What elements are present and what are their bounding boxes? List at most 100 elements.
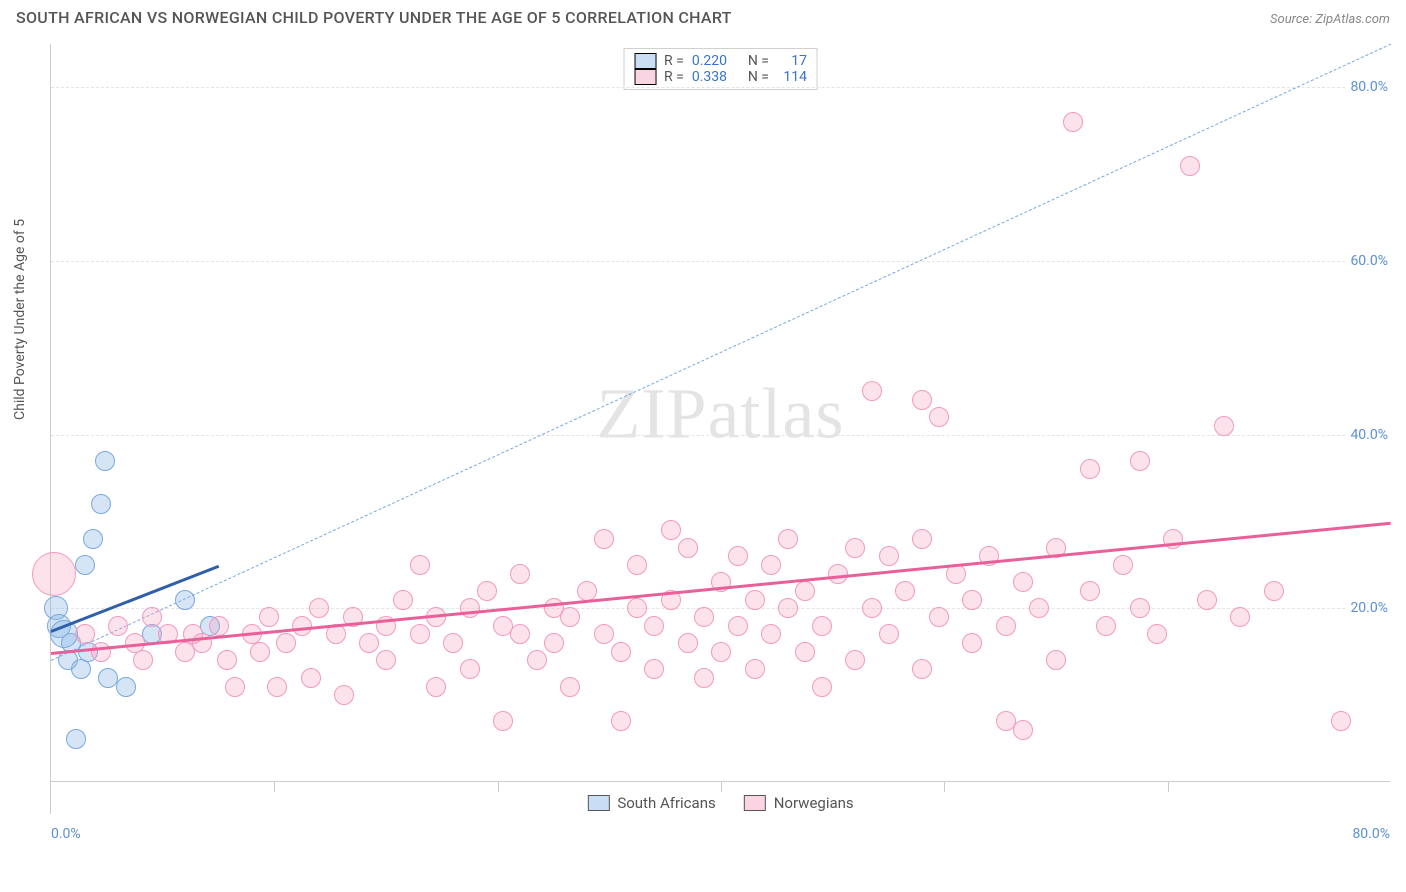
data-point — [627, 598, 647, 618]
scatter-chart: ZIPatlas R = 0.220 N = 17 R = 0.338 N = … — [50, 44, 1390, 814]
data-point — [267, 677, 287, 697]
data-point — [912, 659, 932, 679]
data-point — [912, 390, 932, 410]
data-point — [778, 529, 798, 549]
legend-label: South Africans — [617, 794, 715, 812]
y-tick-label: 80.0% — [1346, 79, 1392, 95]
data-point — [410, 555, 430, 575]
data-point — [594, 529, 614, 549]
data-point — [644, 659, 664, 679]
series-legend: South Africans Norwegians — [587, 794, 853, 812]
data-point — [75, 624, 95, 644]
source-attribution: Source: ZipAtlas.com — [1270, 12, 1390, 27]
x-tick — [721, 782, 722, 792]
data-point — [66, 729, 86, 749]
data-point — [225, 677, 245, 697]
data-point — [276, 633, 296, 653]
data-point — [845, 538, 865, 558]
x-tick — [274, 782, 275, 792]
data-point — [862, 598, 882, 618]
x-tick — [944, 782, 945, 792]
data-point — [1331, 711, 1351, 731]
data-point — [75, 555, 95, 575]
data-point — [962, 633, 982, 653]
x-tick-label: 0.0% — [51, 826, 81, 842]
data-point — [460, 659, 480, 679]
data-point — [644, 616, 664, 636]
data-point — [1013, 572, 1033, 592]
data-point — [510, 624, 530, 644]
swatch-pink-icon — [744, 795, 766, 811]
x-tick — [1168, 782, 1169, 792]
chart-title: SOUTH AFRICAN VS NORWEGIAN CHILD POVERTY… — [16, 8, 732, 27]
data-point — [393, 590, 413, 610]
data-point — [95, 451, 115, 471]
data-point — [91, 642, 111, 662]
n-value-sa: 17 — [777, 53, 807, 69]
data-point — [1063, 112, 1083, 132]
data-point — [133, 650, 153, 670]
data-point — [661, 520, 681, 540]
data-point — [527, 650, 547, 670]
data-point — [116, 677, 136, 697]
data-point — [745, 659, 765, 679]
data-point — [460, 598, 480, 618]
data-point — [895, 581, 915, 601]
legend-label: Norwegians — [774, 794, 854, 812]
data-point — [577, 581, 597, 601]
data-point — [259, 607, 279, 627]
data-point — [627, 555, 647, 575]
swatch-blue-icon — [587, 795, 609, 811]
data-point — [1180, 156, 1200, 176]
data-point — [879, 624, 899, 644]
data-point — [1147, 624, 1167, 644]
data-point — [812, 616, 832, 636]
data-point — [745, 590, 765, 610]
n-label: N = — [748, 53, 769, 69]
data-point — [594, 624, 614, 644]
data-point — [828, 564, 848, 584]
data-point — [795, 581, 815, 601]
y-tick-label: 40.0% — [1346, 427, 1392, 443]
data-point — [334, 685, 354, 705]
data-point — [91, 494, 111, 514]
data-point — [1197, 590, 1217, 610]
data-point — [1113, 555, 1133, 575]
x-tick-label: 80.0% — [1352, 826, 1390, 842]
r-label: R = — [664, 53, 684, 69]
data-point — [862, 381, 882, 401]
data-point — [795, 642, 815, 662]
data-point — [1080, 581, 1100, 601]
n-value-no: 114 — [777, 69, 807, 85]
data-point — [812, 677, 832, 697]
data-point — [359, 633, 379, 653]
data-point — [1096, 616, 1116, 636]
swatch-blue-icon — [634, 53, 656, 69]
data-point — [711, 642, 731, 662]
data-point — [309, 598, 329, 618]
data-point — [694, 607, 714, 627]
data-point — [560, 677, 580, 697]
data-point — [217, 650, 237, 670]
data-point — [426, 677, 446, 697]
data-point — [443, 633, 463, 653]
swatch-pink-icon — [634, 69, 656, 85]
data-point — [175, 590, 195, 610]
legend-item-no: Norwegians — [744, 794, 854, 812]
data-point — [1080, 459, 1100, 479]
y-tick-label: 20.0% — [1346, 600, 1392, 616]
data-point — [1214, 416, 1234, 436]
data-point — [879, 546, 899, 566]
data-point — [301, 668, 321, 688]
r-value-no: 0.338 — [692, 69, 740, 85]
data-point — [962, 590, 982, 610]
data-point — [32, 552, 76, 596]
data-point — [611, 711, 631, 731]
x-tick — [498, 782, 499, 792]
data-point — [1130, 451, 1150, 471]
data-point — [544, 633, 564, 653]
data-point — [929, 407, 949, 427]
data-point — [71, 659, 91, 679]
data-point — [108, 616, 128, 636]
data-point — [98, 668, 118, 688]
